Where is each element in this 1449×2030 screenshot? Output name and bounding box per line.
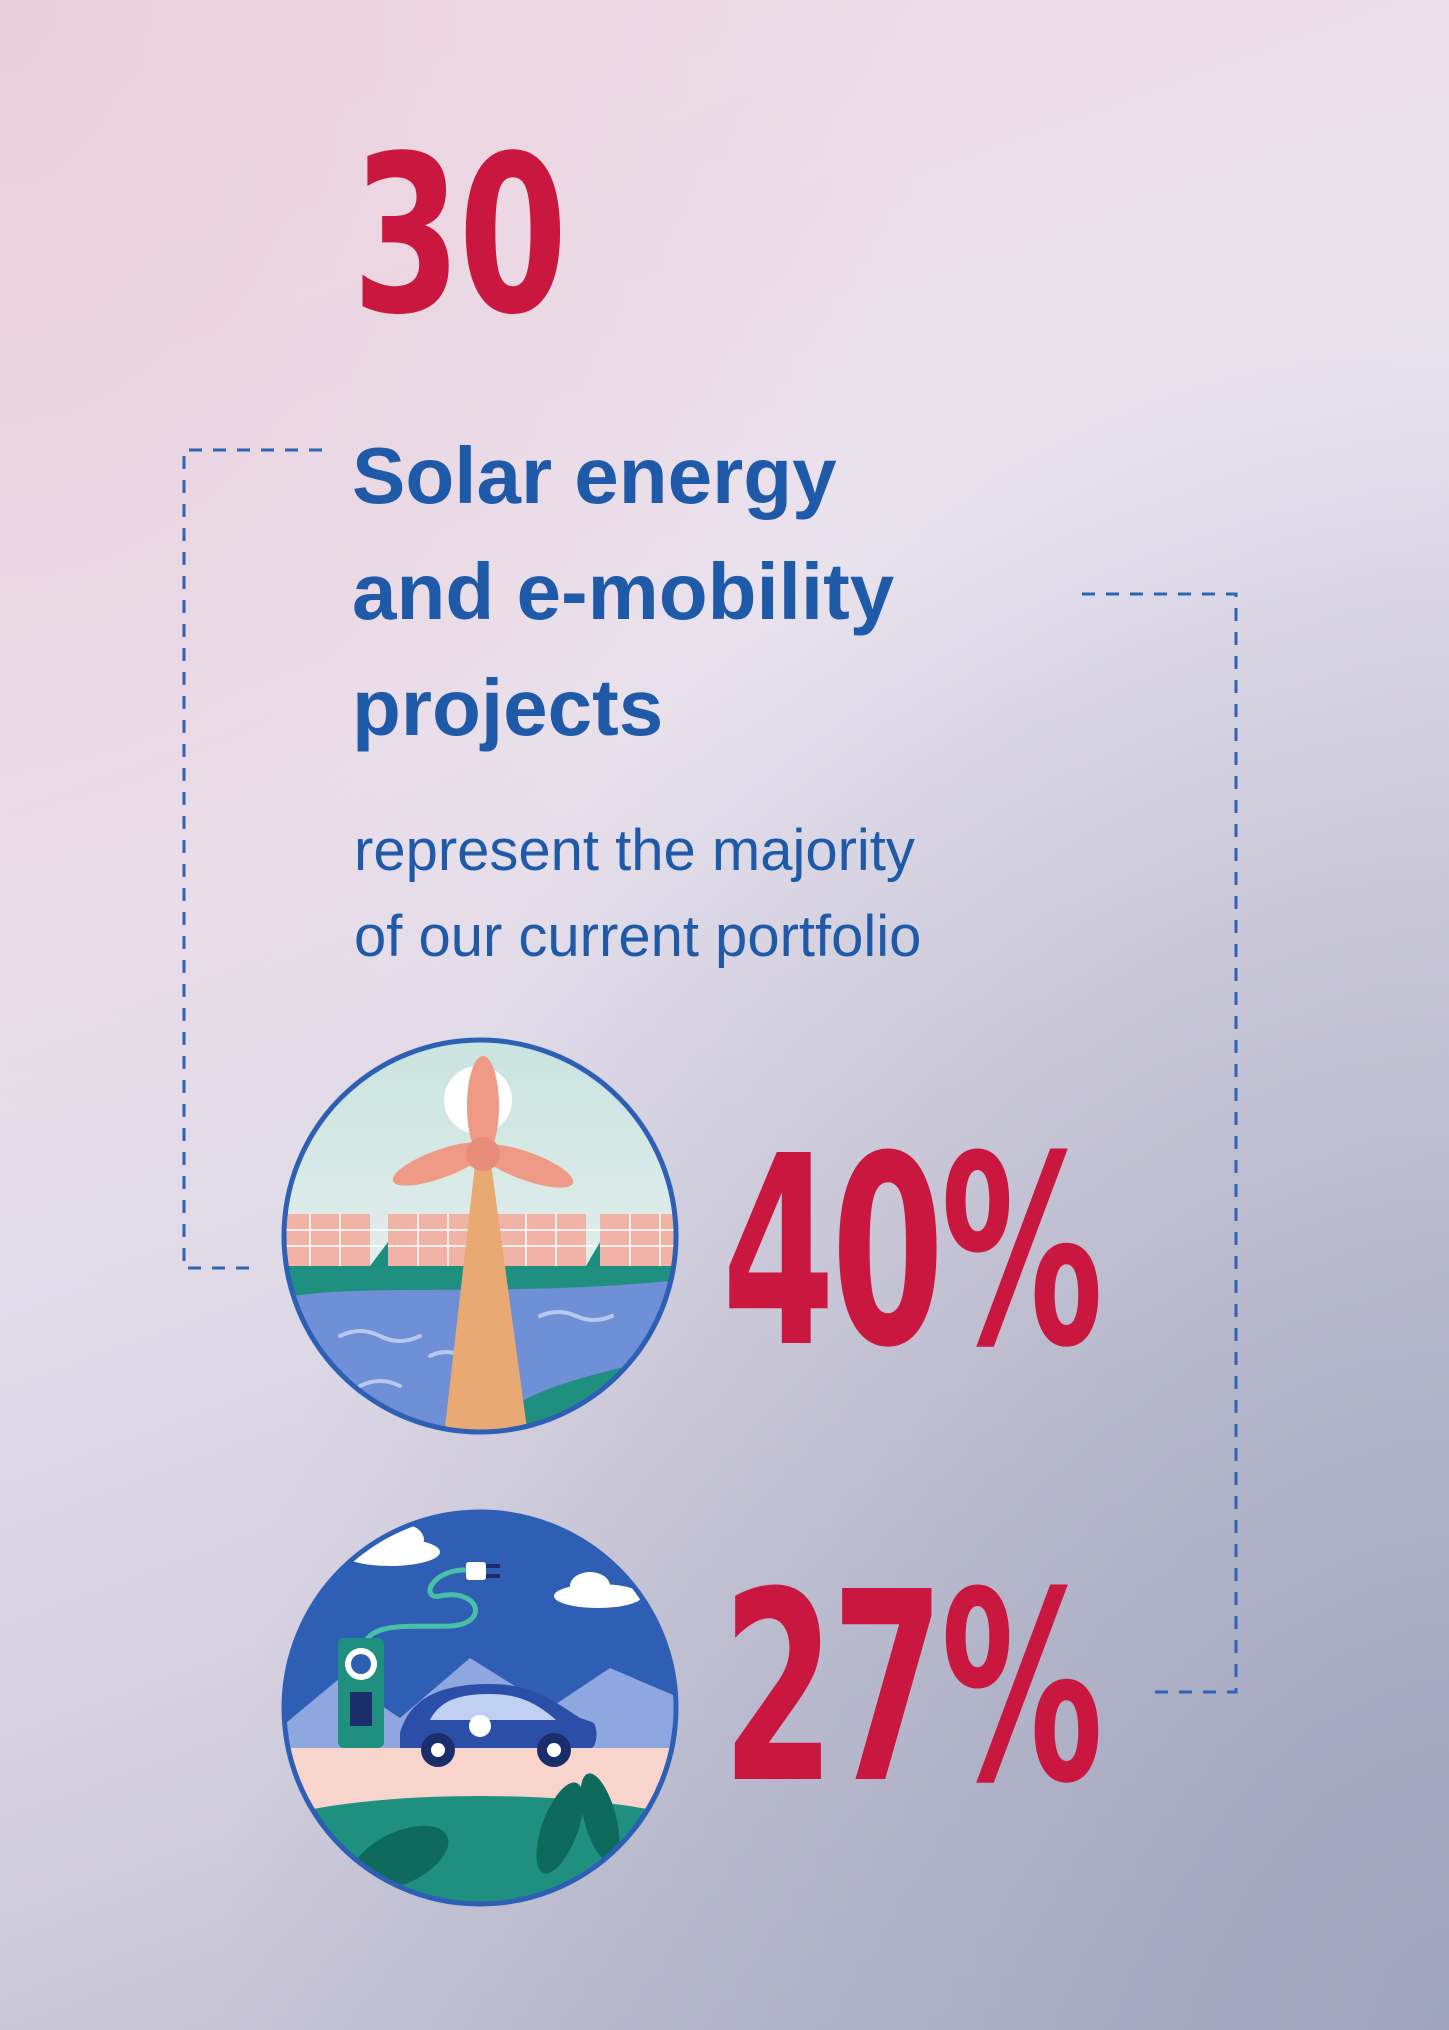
percentage-ev-charging: 27%	[722, 1536, 1103, 1841]
stat-number: 30	[352, 110, 568, 363]
headline-line-3: projects	[352, 663, 664, 752]
ev-charging-icon	[281, 1509, 679, 1907]
percentage-solar-wind: 40%	[722, 1100, 1103, 1405]
subtext-line-1: represent the majority	[354, 818, 915, 883]
headline-line-2: and e-mobility	[352, 547, 895, 636]
solar-wind-icon	[281, 1037, 679, 1435]
subtext-line-2: of our current portfolio	[354, 904, 922, 969]
headline: Solar energy and e-mobility projects	[352, 418, 894, 766]
subtext: represent the majority of our current po…	[354, 808, 921, 980]
headline-line-1: Solar energy	[352, 431, 837, 520]
